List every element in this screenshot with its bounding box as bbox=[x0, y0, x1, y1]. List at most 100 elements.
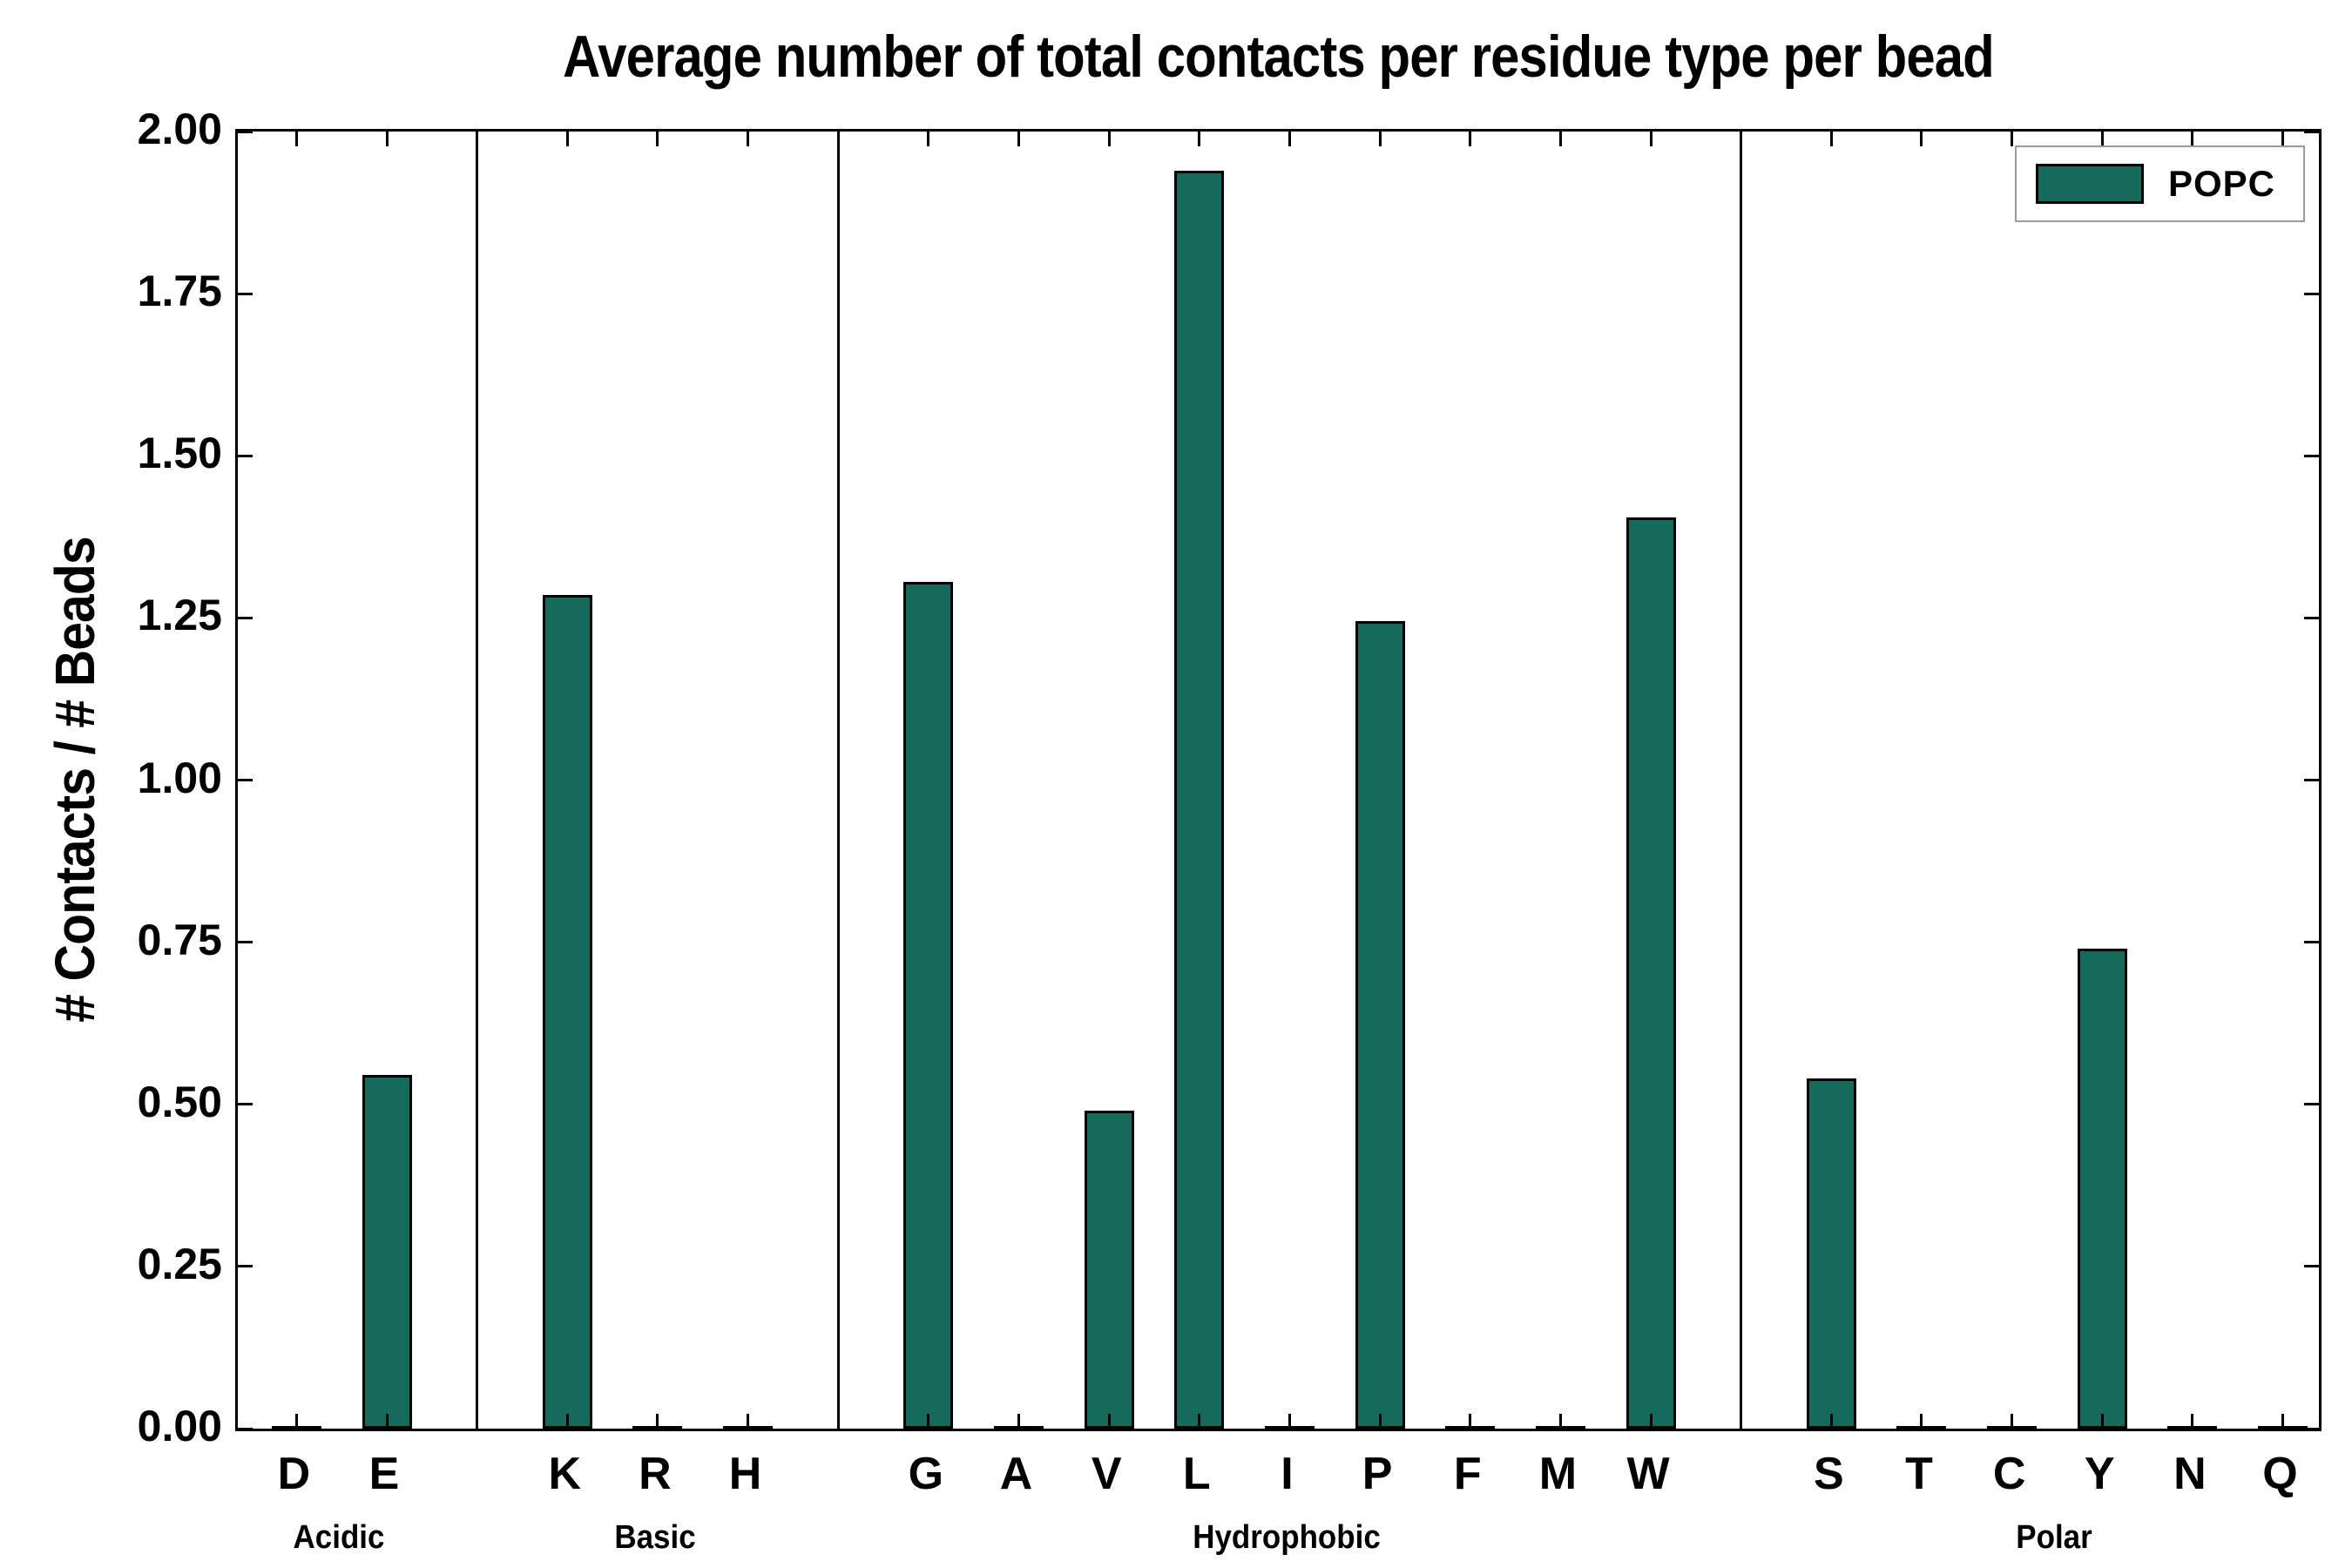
x-tick-label-F: F bbox=[1453, 1449, 1482, 1499]
x-tick-label-W: W bbox=[1626, 1449, 1670, 1499]
x-tick-label-Y: Y bbox=[2084, 1449, 2115, 1499]
y-tick bbox=[2304, 616, 2319, 619]
x-tick bbox=[2191, 132, 2194, 146]
y-tick-label: 1.75 bbox=[137, 267, 222, 316]
y-tick-label: 1.50 bbox=[137, 429, 222, 478]
x-tick bbox=[1829, 132, 1833, 146]
bar-V bbox=[1084, 1111, 1134, 1429]
bar-G bbox=[903, 582, 954, 1429]
y-tick bbox=[238, 130, 253, 133]
y-tick-label: 1.25 bbox=[137, 591, 222, 640]
x-tick bbox=[1017, 132, 1021, 146]
x-tick bbox=[1469, 132, 1472, 146]
x-tick bbox=[2191, 1414, 2194, 1429]
x-tick bbox=[1017, 1414, 1021, 1429]
y-tick-label: 0.75 bbox=[137, 915, 222, 964]
x-tick bbox=[1198, 1414, 1201, 1429]
x-tick-label-K: K bbox=[548, 1449, 582, 1499]
y-tick-label: 2.00 bbox=[137, 105, 222, 153]
y-tick bbox=[238, 454, 253, 457]
y-tick-label: 0.00 bbox=[137, 1402, 222, 1450]
x-tick bbox=[294, 1414, 298, 1429]
bar-S bbox=[1806, 1078, 1856, 1429]
x-tick bbox=[927, 132, 930, 146]
x-tick bbox=[1649, 1414, 1652, 1429]
group-label-hydrophobic: Hydrophobic bbox=[1193, 1519, 1382, 1556]
bar-Y bbox=[2077, 949, 2127, 1429]
bar-E bbox=[362, 1075, 412, 1429]
x-tick bbox=[1649, 132, 1652, 146]
y-tick bbox=[238, 779, 253, 781]
y-tick bbox=[2304, 1103, 2319, 1106]
x-tick bbox=[2100, 132, 2104, 146]
x-tick bbox=[385, 1414, 389, 1429]
y-tick bbox=[238, 1265, 253, 1268]
x-tick-label-T: T bbox=[1905, 1449, 1933, 1499]
legend-swatch-popc bbox=[2035, 164, 2144, 204]
x-tick bbox=[1558, 1414, 1562, 1429]
bar-K bbox=[542, 595, 592, 1429]
x-tick bbox=[656, 1414, 659, 1429]
group-divider bbox=[476, 132, 479, 1429]
y-tick bbox=[2304, 779, 2319, 781]
x-tick bbox=[565, 132, 569, 146]
y-tick-label: 1.00 bbox=[137, 753, 222, 802]
y-tick bbox=[238, 1427, 253, 1430]
x-tick bbox=[656, 132, 659, 146]
x-tick bbox=[385, 132, 389, 146]
y-tick-label: 0.25 bbox=[137, 1239, 222, 1288]
y-tick bbox=[238, 941, 253, 944]
y-tick bbox=[2304, 130, 2319, 133]
y-tick bbox=[238, 616, 253, 619]
legend-label-popc: POPC bbox=[2167, 163, 2275, 204]
legend: POPC bbox=[2014, 145, 2305, 222]
group-label-polar: Polar bbox=[2016, 1519, 2093, 1556]
x-tick bbox=[927, 1414, 930, 1429]
x-tick bbox=[1288, 1414, 1291, 1429]
bar-W bbox=[1625, 517, 1676, 1429]
y-tick-label: 0.50 bbox=[137, 1077, 222, 1126]
bar-L bbox=[1174, 170, 1225, 1429]
group-divider bbox=[1740, 132, 1743, 1429]
x-tick bbox=[2281, 1414, 2285, 1429]
x-tick bbox=[747, 132, 750, 146]
y-tick bbox=[2304, 1265, 2319, 1268]
x-tick bbox=[1558, 132, 1562, 146]
x-tick-label-S: S bbox=[1813, 1449, 1844, 1499]
x-tick bbox=[1288, 132, 1291, 146]
group-label-acidic: Acidic bbox=[293, 1519, 385, 1556]
x-tick-label-N: N bbox=[2173, 1449, 2207, 1499]
x-tick bbox=[1198, 132, 1201, 146]
x-tick-label-L: L bbox=[1182, 1449, 1211, 1499]
x-tick bbox=[1107, 1414, 1111, 1429]
x-tick-label-E: E bbox=[368, 1449, 400, 1499]
y-tick bbox=[2304, 454, 2319, 457]
x-tick-label-V: V bbox=[1091, 1449, 1122, 1499]
x-tick bbox=[1829, 1414, 1833, 1429]
x-tick bbox=[1920, 1414, 1923, 1429]
y-tick bbox=[238, 1103, 253, 1106]
y-tick bbox=[2304, 941, 2319, 944]
x-tick-label-R: R bbox=[639, 1449, 672, 1499]
y-tick bbox=[2304, 292, 2319, 295]
x-tick bbox=[2281, 132, 2285, 146]
x-tick-label-A: A bbox=[999, 1449, 1033, 1499]
x-tick bbox=[1469, 1414, 1472, 1429]
x-tick bbox=[1378, 132, 1382, 146]
plot-area: POPC bbox=[235, 129, 2322, 1431]
group-divider bbox=[836, 132, 840, 1429]
x-tick bbox=[2011, 1414, 2014, 1429]
x-tick-label-H: H bbox=[728, 1449, 762, 1499]
x-tick-label-C: C bbox=[1992, 1449, 2026, 1499]
x-tick bbox=[2100, 1414, 2104, 1429]
group-label-basic: Basic bbox=[614, 1519, 696, 1556]
x-tick bbox=[747, 1414, 750, 1429]
y-tick bbox=[2304, 1427, 2319, 1430]
x-tick-label-P: P bbox=[1362, 1449, 1393, 1499]
x-tick bbox=[294, 132, 298, 146]
chart-title: Average number of total contacts per res… bbox=[563, 24, 1995, 90]
x-tick-label-G: G bbox=[908, 1449, 944, 1499]
x-tick-label-Q: Q bbox=[2262, 1449, 2298, 1499]
x-tick bbox=[565, 1414, 569, 1429]
